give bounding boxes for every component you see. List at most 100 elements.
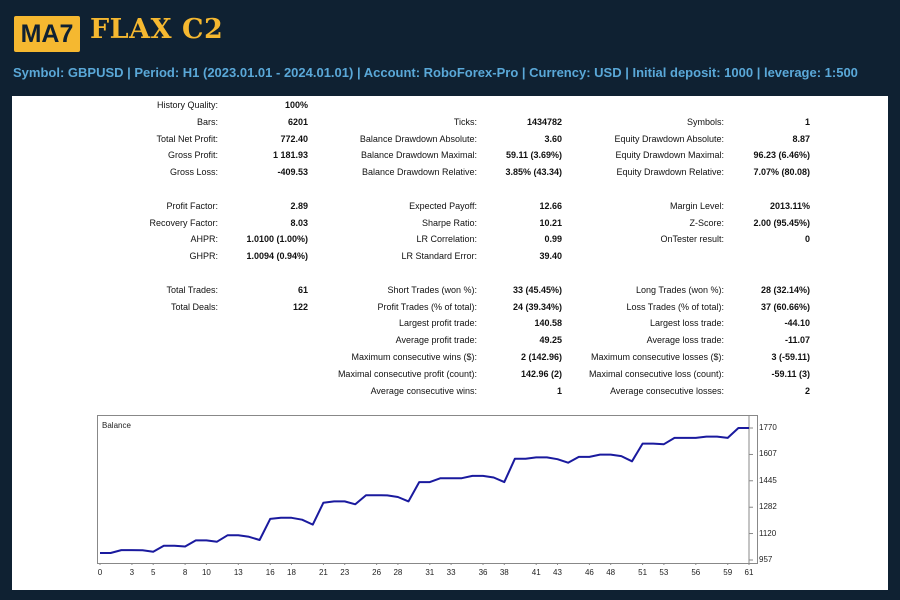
stat-value: -44.10 — [784, 318, 810, 329]
stat-label: Total Deals: — [170, 301, 218, 312]
stat-row: Loss Trades (% of total): 37 (60.66%) — [12, 301, 810, 318]
stat-label: Equity Drawdown Absolute: — [614, 133, 724, 144]
stat-label: Average consecutive wins: — [370, 385, 477, 396]
stat-value: 6201 — [287, 116, 308, 127]
stat-value: 2.00 (95.45%) — [753, 217, 810, 228]
stat-label: Expected Payoff: — [409, 200, 477, 211]
stat-value: 0 — [804, 234, 810, 245]
x-tick-label: 18 — [287, 568, 296, 577]
stat-label: GHPR: — [189, 251, 218, 262]
x-tick-label: 51 — [638, 568, 648, 577]
stat-value: 49.25 — [539, 335, 562, 346]
x-tick-label: 10 — [201, 568, 211, 577]
product-title: FLAX C2 — [90, 14, 224, 45]
stat-label: Maximum consecutive losses ($): — [590, 352, 724, 362]
stat-row: Bars: 6201 — [12, 116, 308, 133]
stat-value: 37 (60.66%) — [760, 301, 810, 312]
stat-row: Recovery Factor: 8.03 — [12, 217, 308, 234]
stat-row: GHPR: 1.0094 (0.94%) — [12, 251, 308, 267]
x-tick-label: 38 — [499, 568, 509, 577]
stat-label: Largest loss trade: — [649, 318, 724, 329]
stat-row: Profit Factor: 2.89 — [12, 200, 308, 217]
x-tick-label: 26 — [372, 568, 382, 577]
stat-value: 59.11 (3.69%) — [505, 150, 562, 161]
stat-value: 8.87 — [792, 133, 810, 144]
x-tick-label: 16 — [265, 568, 275, 577]
stat-label: Recovery Factor: — [149, 217, 218, 228]
balance-series-line — [100, 427, 749, 554]
stat-label: AHPR: — [190, 234, 218, 245]
x-tick-label: 53 — [659, 568, 669, 577]
x-tick-label: 36 — [478, 568, 488, 577]
stat-row: Equity Drawdown Relative: 7.07% (80.08) — [12, 167, 810, 183]
stat-label: Sharpe Ratio: — [421, 217, 477, 228]
stat-label: Average consecutive losses: — [610, 385, 724, 396]
stat-row: Largest profit trade: 140.58 — [12, 318, 562, 334]
stat-value: -409.53 — [277, 167, 308, 178]
x-tick-label: 23 — [340, 568, 350, 577]
stat-value: 61 — [297, 284, 308, 295]
x-tick-label: 33 — [446, 568, 456, 577]
stat-row: Sharpe Ratio: 10.21 — [12, 217, 562, 234]
stat-row: Maximal consecutive profit (count): 142.9… — [12, 369, 562, 385]
x-tick-label: 3 — [129, 568, 135, 577]
stat-label: Ticks: — [453, 116, 477, 127]
stat-value: 33 (45.45%) — [512, 284, 562, 295]
stat-row: Gross Profit: 1 181.93 — [12, 150, 308, 166]
stat-label: Profit Factor: — [166, 200, 218, 211]
stat-row: Balance Drawdown Relative: 3.85% (43.34) — [12, 167, 562, 183]
stat-row: AHPR: 1.0100 (1.00%) — [12, 234, 308, 250]
stat-value: 1.0094 (0.94%) — [246, 251, 308, 262]
x-tick-label: 8 — [182, 568, 188, 577]
stat-label: Margin Level: — [669, 200, 724, 211]
stat-row: LR Standard Error: 39.40 — [12, 251, 562, 267]
stat-value: 2.89 — [290, 200, 308, 211]
stat-value: 2 (142.96) — [520, 352, 562, 362]
stat-value: 24 (39.34%) — [512, 301, 562, 312]
stat-label: Profit Trades (% of total): — [377, 301, 477, 312]
stat-label: LR Correlation: — [416, 234, 477, 245]
y-tick-label: 1282 — [759, 502, 777, 512]
logo-text: MA7 — [20, 19, 74, 48]
stat-value: 28 (32.14%) — [760, 284, 810, 295]
stat-value: 96.23 (6.46%) — [753, 150, 810, 161]
stat-value: 3.85% (43.34) — [505, 167, 562, 178]
stat-value: 7.07% (80.08) — [753, 167, 810, 178]
balance-chart: Balance 1770 1607 1445 1282 1120 957 0 3 5 8 10 13 1… — [97, 415, 777, 577]
stat-row: Z-Score: 2.00 (95.45%) — [12, 218, 810, 234]
stat-row: Short Trades (won %): 33 (45.45%) — [12, 285, 562, 301]
stat-label: Total Net Profit: — [156, 133, 218, 144]
stat-row: Maximum consecutive wins ($): 2 (142.96) — [12, 352, 562, 368]
stat-label: Balance Drawdown Absolute: — [359, 133, 477, 144]
stat-value: 2 — [804, 385, 810, 396]
x-tick-label: 5 — [150, 568, 156, 577]
y-tick-label: 1607 — [759, 449, 777, 459]
stat-row: Average profit trade: 49.25 — [12, 335, 562, 351]
stat-value: -59.11 (3) — [771, 368, 810, 379]
x-tick-label: 56 — [691, 568, 701, 577]
balance-chart-svg: Balance — [99, 416, 753, 565]
stat-row: Expected Payoff: 12.66 — [12, 200, 562, 217]
stat-row: Margin Level: 2013.11% — [12, 200, 810, 217]
stat-label: Loss Trades (% of total): — [626, 301, 724, 312]
stat-row: Average consecutive losses: 2 — [12, 385, 810, 402]
stat-row: History Quality: 100% — [12, 100, 308, 116]
stat-row: Total Net Profit: 772.40 — [12, 133, 308, 150]
x-tick-label: 13 — [233, 568, 243, 577]
stat-value: 10.21 — [539, 217, 562, 228]
stat-row: Total Trades: 61 — [12, 284, 308, 301]
stat-value: 772.40 — [280, 133, 308, 144]
stat-value: 122 — [292, 301, 308, 312]
stat-row: Ticks: 1434782 — [12, 116, 562, 133]
stat-value: 142.96 (2) — [520, 368, 562, 379]
stat-label: Bars: — [196, 116, 218, 127]
stat-row: OnTester result: 0 — [12, 234, 810, 250]
x-tick-label: 61 — [744, 568, 754, 577]
stat-label: Total Trades: — [166, 284, 218, 295]
stat-value: 3 (-59.11) — [771, 352, 810, 362]
stat-label: Maximal consecutive loss (count): — [588, 368, 724, 379]
stat-label: Gross Loss: — [169, 167, 218, 178]
stat-value: 1 181.93 — [272, 150, 308, 161]
stat-value: -11.07 — [784, 335, 810, 346]
y-tick-label: 1445 — [759, 475, 777, 485]
